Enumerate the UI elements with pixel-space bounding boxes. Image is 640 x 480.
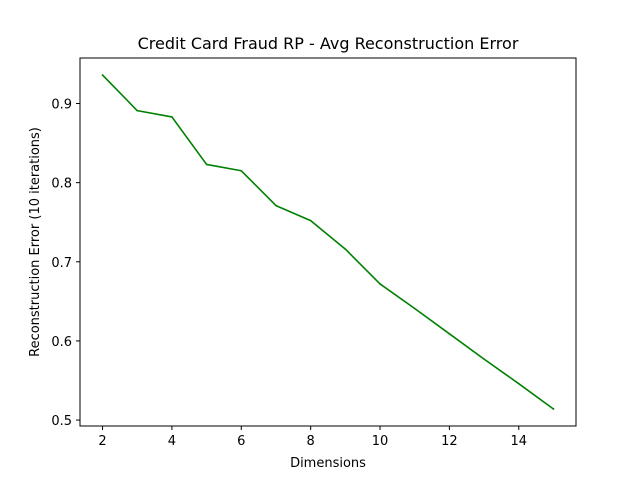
series-line-0 — [101, 74, 555, 410]
x-tick-label: 2 — [98, 434, 106, 449]
data-point — [552, 408, 555, 410]
plot-area — [79, 57, 577, 427]
data-point — [240, 169, 243, 172]
y-tick-label: 0.9 — [51, 98, 72, 113]
x-tick-label: 14 — [510, 434, 527, 449]
data-point — [448, 333, 451, 335]
data-point — [101, 74, 104, 76]
y-axis-label: Reconstruction Error (10 iterations) — [28, 127, 43, 357]
data-point — [379, 283, 381, 285]
x-tick-label: 10 — [372, 434, 389, 449]
y-axis-ticks: 0.5 0.6 0.7 0.8 0.9 — [51, 98, 80, 429]
data-point — [205, 163, 208, 166]
y-tick-label: 0.6 — [51, 335, 72, 350]
y-tick-label: 0.8 — [51, 177, 72, 192]
data-point — [309, 219, 312, 222]
data-point — [517, 382, 520, 385]
y-tick-label: 0.5 — [51, 414, 72, 429]
x-tick-label: 8 — [307, 434, 315, 449]
x-axis-ticks: 2 4 6 8 10 12 14 — [98, 426, 527, 449]
x-tick-label: 6 — [237, 434, 245, 449]
plot-frame — [79, 57, 577, 427]
data-point — [413, 307, 416, 310]
data-point — [483, 358, 485, 360]
data-point — [136, 109, 139, 112]
x-axis-label: Dimensions — [290, 456, 366, 471]
series-layer — [101, 74, 555, 410]
chart-title: Credit Card Fraud RP - Avg Reconstructio… — [138, 34, 519, 53]
data-point — [344, 248, 347, 250]
data-point — [171, 116, 173, 118]
data-point — [275, 204, 277, 207]
x-tick-label: 12 — [441, 434, 458, 449]
y-tick-label: 0.7 — [51, 256, 72, 271]
x-tick-label: 4 — [168, 434, 176, 449]
